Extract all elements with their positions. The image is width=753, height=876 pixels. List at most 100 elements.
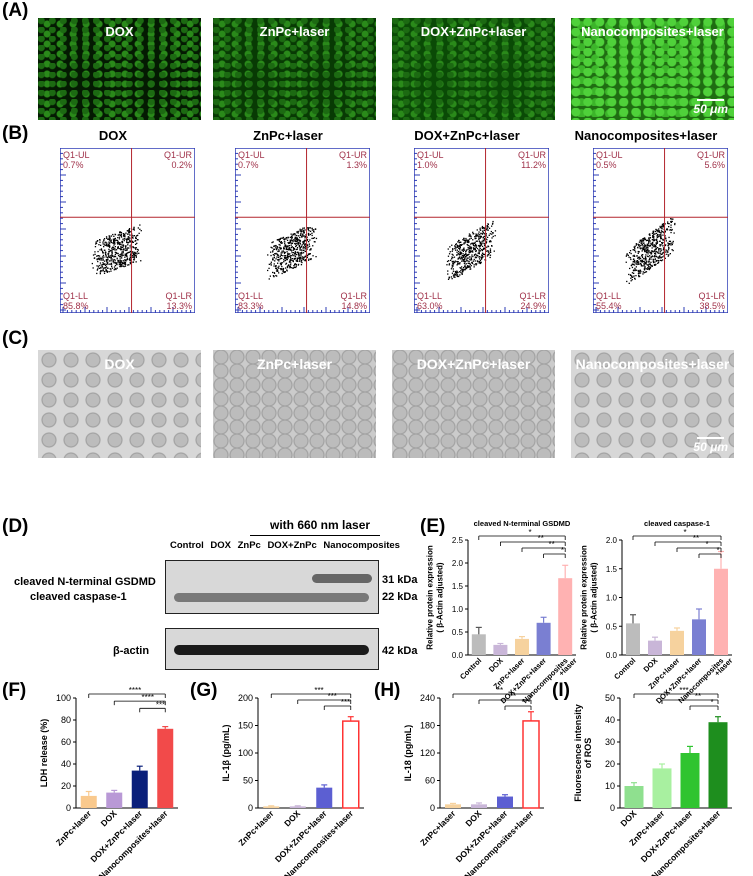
x-tick-label: DOX xyxy=(642,656,660,674)
sig-label: *** xyxy=(314,686,323,695)
y-tick-label: 2.5 xyxy=(452,536,464,545)
y-tick-label: 0 xyxy=(430,803,435,813)
x-tick-label: DOX xyxy=(618,808,638,828)
bar xyxy=(80,795,97,808)
y-tick-label: 50 xyxy=(243,776,253,786)
fluorescence-image-dox-znpc: DOX+ZnPc+laser xyxy=(392,18,555,120)
sig-label: * xyxy=(683,528,686,537)
quadrant-ll: Q1-LL 85.8% xyxy=(63,291,89,311)
y-tick-label: 50 xyxy=(605,693,615,703)
sig-label: * xyxy=(716,546,719,555)
y-axis-label: Fluorescence intensity xyxy=(573,704,583,802)
sig-label: *** xyxy=(679,686,688,695)
sig-label: *** xyxy=(328,692,337,701)
x-tick-label: Nanocomposites+laser xyxy=(462,808,536,876)
bar xyxy=(652,768,672,808)
y-axis-label: ( β-Actin adjusted) xyxy=(435,562,444,633)
y-tick-label: 40 xyxy=(605,715,615,725)
kda-label: 42 kDa xyxy=(382,645,418,657)
brightfield-image-znpc: ZnPc+laser xyxy=(213,350,376,458)
bar xyxy=(289,806,306,808)
bar xyxy=(263,806,280,808)
x-tick-label: ZnPc+laser xyxy=(418,808,458,848)
x-tick-label: DOX xyxy=(487,656,505,674)
quadrant-ll: Q1-LL 55.4% xyxy=(596,291,622,311)
quadrant-ul: Q1-UL 1.0% xyxy=(417,150,444,170)
y-axis-label: Relative protein expression xyxy=(579,545,588,650)
x-tick-label: Control xyxy=(458,656,483,681)
y-tick-label: 30 xyxy=(605,737,615,747)
y-tick-label: 1.5 xyxy=(452,582,464,591)
bar xyxy=(558,578,573,655)
sig-label: **** xyxy=(129,686,141,695)
y-axis-label: of ROS xyxy=(583,738,593,769)
y-tick-label: 150 xyxy=(238,721,253,731)
x-tick-label: DOX+ZnPc+laser xyxy=(88,808,144,864)
quadrant-ll: Q1-LL 63.0% xyxy=(417,291,443,311)
y-tick-label: 0 xyxy=(248,803,253,813)
bar xyxy=(680,753,700,808)
panel-label-h: (H) xyxy=(374,680,401,701)
fluorescence-image-nanocomposites: Nanocomposites+laser 50 μm xyxy=(571,18,734,120)
image-title: DOX xyxy=(104,356,135,372)
bar xyxy=(493,644,508,655)
y-tick-label: 240 xyxy=(420,693,435,703)
x-tick-label: +laser xyxy=(713,656,735,678)
bar xyxy=(522,720,540,809)
y-tick-label: 10 xyxy=(605,781,615,791)
sig-label: * xyxy=(710,698,713,707)
panel-label-a: (A) xyxy=(2,0,29,21)
y-axis-label: IL-1β (pg/mL) xyxy=(221,725,231,782)
bar xyxy=(626,623,640,655)
sig-label: * xyxy=(705,540,708,549)
y-tick-label: 120 xyxy=(420,748,435,758)
image-title: ZnPc+laser xyxy=(259,24,330,39)
x-tick-label: DOX xyxy=(463,808,483,828)
sig-label: ** xyxy=(497,686,503,695)
y-axis-label: LDH release (%) xyxy=(39,719,49,788)
lane-label: Control xyxy=(170,540,204,551)
quadrant-ur: Q1-UR 11.2% xyxy=(517,150,546,170)
y-tick-label: 20 xyxy=(61,781,71,791)
quadrant-ur: Q1-UR 0.2% xyxy=(163,150,192,170)
sig-label: *** xyxy=(521,698,530,707)
kda-label: 22 kDa xyxy=(382,591,418,603)
quadrant-ul: Q1-UL 0.5% xyxy=(596,150,623,170)
chart-title: cleaved N-terminal GSDMD xyxy=(474,519,571,528)
lane-label: DOX xyxy=(210,540,231,551)
x-tick-label: Nanocomposites+laser xyxy=(97,808,171,876)
bar xyxy=(131,770,148,808)
sig-label: *** xyxy=(341,698,350,707)
scale-bar: 50 μm xyxy=(693,99,728,116)
y-tick-label: 180 xyxy=(420,721,435,731)
bar xyxy=(648,640,662,655)
flow-title: ZnPc+laser xyxy=(253,128,323,143)
x-tick-label: Control xyxy=(612,656,637,681)
quadrant-lr: Q1-LR 14.8% xyxy=(340,291,367,311)
image-title: Nanocomposites+laser xyxy=(581,24,724,39)
bar xyxy=(342,720,360,809)
bar xyxy=(471,634,486,655)
quadrant-ul: Q1-UL 0.7% xyxy=(238,150,265,170)
y-tick-label: 0.5 xyxy=(606,622,618,631)
sig-label: ** xyxy=(695,692,701,701)
panel-label-g: (G) xyxy=(190,680,218,701)
brightfield-image-nanocomposites: Nanocomposites+laser 50 μm xyxy=(571,350,734,458)
y-tick-label: 60 xyxy=(61,737,71,747)
bar xyxy=(536,622,551,655)
flow-title: Nanocomposites+laser xyxy=(574,128,718,143)
flow-title: DOX xyxy=(98,128,128,143)
bar xyxy=(670,630,684,655)
y-tick-label: 20 xyxy=(605,759,615,769)
blot-gsdmd-caspase xyxy=(165,560,379,614)
band-label: cleaved N-terminal GSDMD xyxy=(14,576,156,588)
y-axis-label: ( β-Actin adjusted) xyxy=(589,562,598,633)
blot-band xyxy=(174,593,369,602)
y-tick-label: 0.0 xyxy=(606,651,618,660)
panel-label-c: (C) xyxy=(2,328,29,349)
flow-plot: Q1-UL 0.7% Q1-UR 0.2% Q1-LL 85.8% Q1-LR 13.3% xyxy=(59,147,196,314)
x-tick-label: DOX+ZnPc+laser xyxy=(639,808,695,864)
sig-label: ** xyxy=(510,692,516,701)
bar xyxy=(708,722,728,808)
